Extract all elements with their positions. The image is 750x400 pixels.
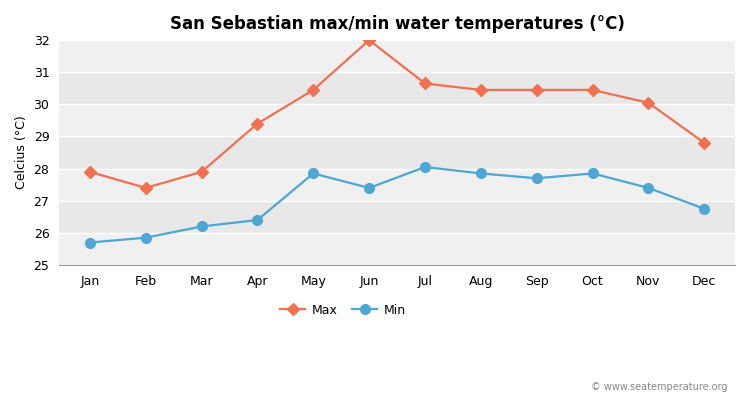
Max (364, 38, 374, 42)
Max (532, 88, 542, 92)
Y-axis label: Celcius (°C): Celcius (°C) (15, 116, 28, 190)
Min (588, 171, 597, 176)
Max (644, 100, 653, 105)
Bar (59, 201, 735, 233)
Text: © www.seatemperature.org: © www.seatemperature.org (591, 382, 728, 392)
Min (141, 235, 150, 240)
Bar (59, 169, 735, 201)
Max (700, 140, 709, 145)
Min (644, 186, 653, 190)
Legend: Max, Min: Max, Min (275, 299, 411, 322)
Min (253, 218, 262, 222)
Title: San Sebastian max/min water temperatures (°C): San Sebastian max/min water temperatures… (170, 15, 625, 33)
Max (253, 121, 262, 126)
Max (141, 186, 150, 190)
Bar (59, 40, 735, 72)
Bar (59, 104, 735, 136)
Max (588, 88, 597, 92)
Min (86, 240, 94, 245)
Max (309, 88, 318, 92)
Line: Max: Max (86, 36, 709, 192)
Line: Min: Min (85, 162, 710, 247)
Min (421, 165, 430, 170)
Min (476, 171, 485, 176)
Bar (59, 136, 735, 169)
Min (532, 176, 542, 181)
Max (476, 88, 485, 92)
Min (197, 224, 206, 229)
Min (364, 186, 374, 190)
Bar (59, 72, 735, 104)
Min (700, 206, 709, 211)
Max (86, 170, 94, 174)
Max (197, 170, 206, 174)
Max (421, 81, 430, 86)
Min (309, 171, 318, 176)
Bar (59, 233, 735, 265)
